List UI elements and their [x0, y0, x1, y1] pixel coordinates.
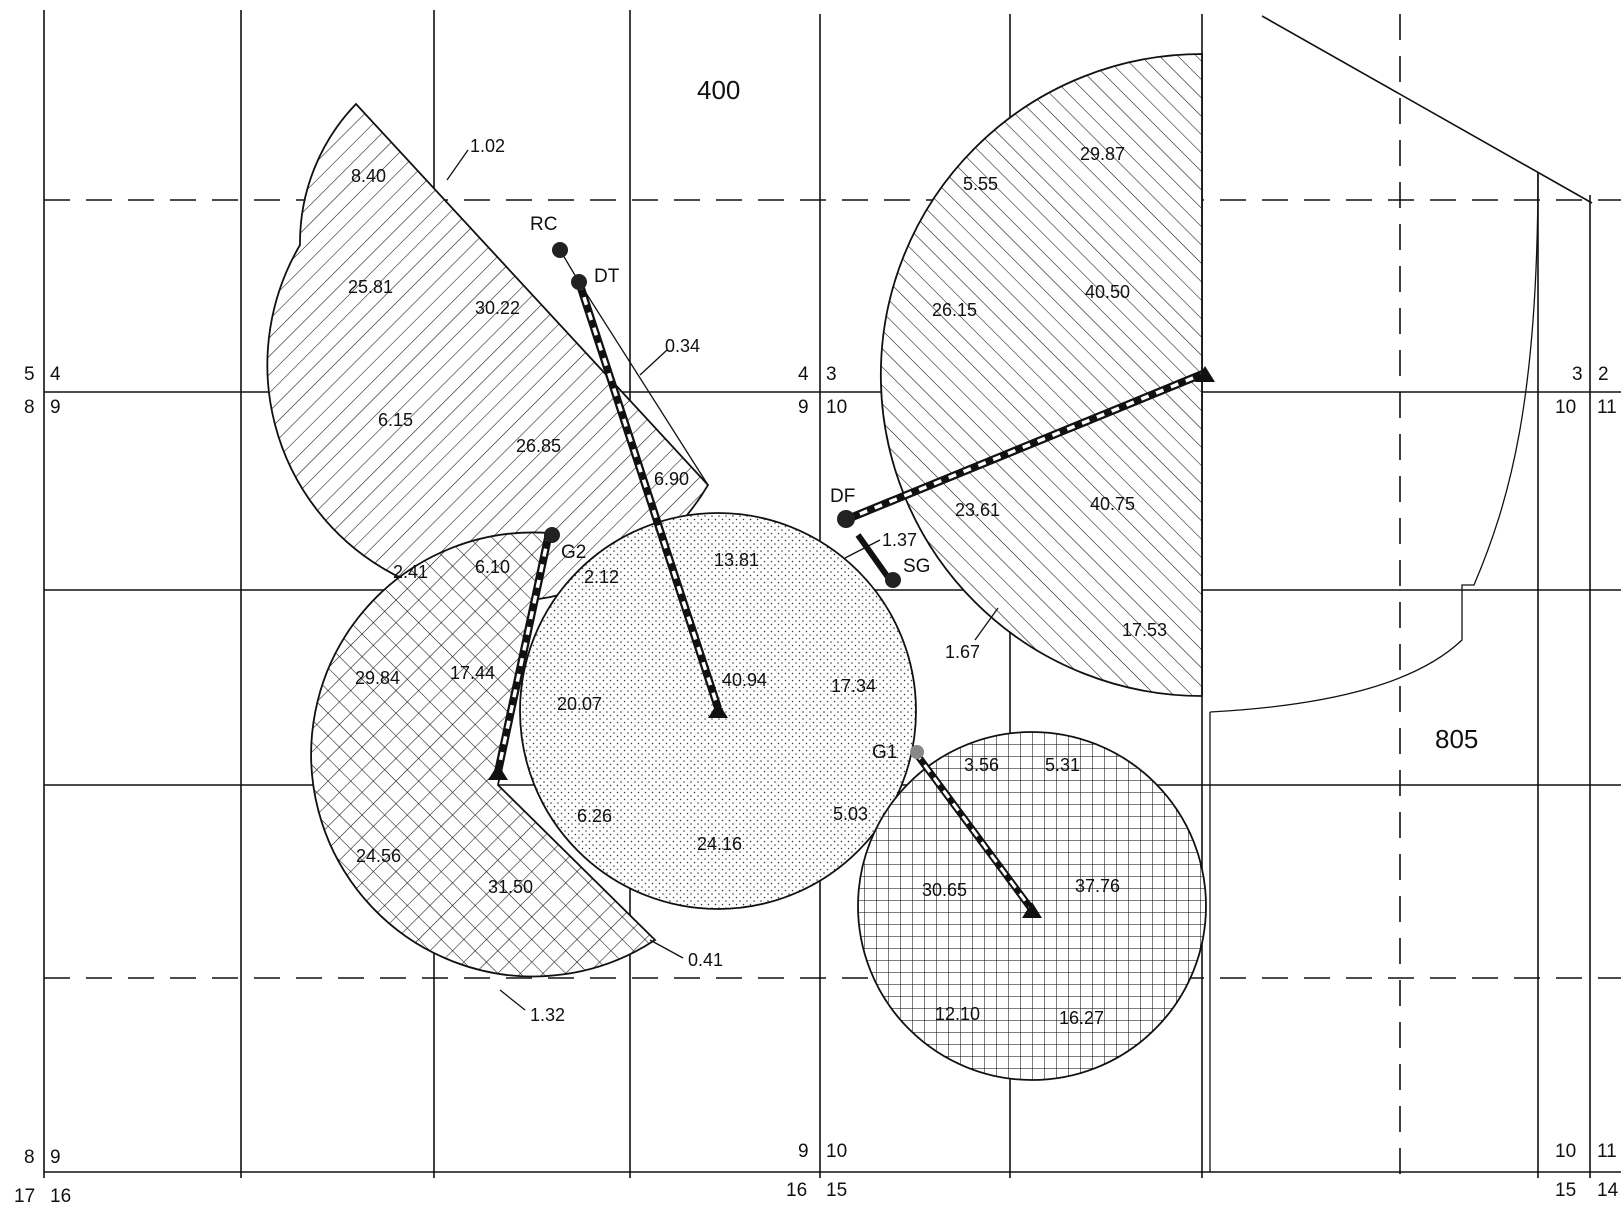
well-label-g1: G1 [872, 742, 897, 763]
corner-label: 9 [50, 1147, 61, 1168]
well-rc-marker [552, 242, 568, 258]
drainage-area-dt [266, 102, 710, 603]
corner-label: 3 [826, 364, 837, 385]
area-value: 3.56 [964, 755, 999, 775]
area-value: 5.55 [963, 174, 998, 194]
area-value: 24.56 [356, 846, 401, 866]
bottom-hole-dt [708, 702, 728, 718]
area-value: 16.27 [1059, 1008, 1104, 1028]
area-value: 40.75 [1090, 494, 1135, 514]
corner-labels: 5 4 4 3 3 2 8 9 9 10 10 11 8 9 9 10 10 1… [14, 364, 1619, 1207]
area-value: 29.84 [355, 668, 400, 688]
area-value: 40.94 [722, 670, 767, 690]
area-value: 40.50 [1085, 282, 1130, 302]
well-label-sg: SG [903, 556, 930, 577]
section-805-boundary [1209, 171, 1539, 1172]
corner-label: 9 [798, 397, 809, 418]
area-value: 37.76 [1075, 876, 1120, 896]
area-value: 6.15 [378, 410, 413, 430]
area-value: 5.31 [1045, 755, 1080, 775]
area-value: 12.10 [935, 1004, 980, 1024]
area-value: 1.37 [882, 530, 917, 550]
section-805-label: 805 [1435, 724, 1478, 754]
corner-label: 5 [24, 364, 35, 385]
area-value: 1.67 [945, 642, 980, 662]
corner-label: 16 [50, 1186, 71, 1207]
area-value: 6.90 [654, 469, 689, 489]
area-value: 30.22 [475, 298, 520, 318]
corner-label: 10 [1555, 1141, 1576, 1162]
corner-label: 4 [50, 364, 61, 385]
well-markers [488, 242, 1215, 918]
well-labels: RC DT G2 DF SG G1 [530, 214, 930, 763]
area-value: 2.12 [584, 567, 619, 587]
corner-label: 9 [50, 397, 61, 418]
area-value: 23.61 [955, 500, 1000, 520]
area-value: 17.53 [1122, 620, 1167, 640]
section-400-label: 400 [697, 75, 740, 105]
corner-label: 2 [1598, 364, 1609, 385]
well-df-marker [837, 510, 855, 528]
well-label-df: DF [830, 486, 855, 507]
corner-label: 3 [1572, 364, 1583, 385]
well-label-dt: DT [594, 266, 620, 287]
corner-label: 10 [826, 1141, 847, 1162]
corner-label: 14 [1597, 1180, 1619, 1201]
area-value: 6.10 [475, 557, 510, 577]
area-value: 0.41 [688, 950, 723, 970]
area-value: 31.50 [488, 877, 533, 897]
corner-label: 10 [826, 397, 847, 418]
bottom-hole-g1 [1022, 902, 1042, 918]
leader-lines [446, 149, 999, 1011]
corner-label: 9 [798, 1141, 809, 1162]
area-value: 1.32 [530, 1005, 565, 1025]
area-value: 20.07 [557, 694, 602, 714]
area-value: 13.81 [714, 550, 759, 570]
area-values: 1.02 8.40 25.81 30.22 0.34 6.15 26.85 6.… [348, 136, 1167, 1028]
area-value: 6.26 [577, 806, 612, 826]
corner-label: 4 [798, 364, 809, 385]
corner-label: 15 [826, 1180, 847, 1201]
area-value: 25.81 [348, 277, 393, 297]
corner-label: 17 [14, 1186, 35, 1207]
area-value: 17.34 [831, 676, 876, 696]
well-label-g2: G2 [561, 542, 586, 563]
corner-label: 10 [1555, 397, 1576, 418]
bottom-hole-df [1195, 366, 1215, 382]
well-dt-marker [571, 274, 587, 290]
corner-label: 11 [1597, 397, 1617, 418]
area-value: 26.85 [516, 436, 561, 456]
area-value: 1.02 [470, 136, 505, 156]
corner-label: 16 [786, 1180, 807, 1201]
area-value: 29.87 [1080, 144, 1125, 164]
drainage-area-g2 [310, 531, 657, 978]
drainage-area-df [880, 53, 1203, 697]
corner-label: 8 [24, 397, 35, 418]
area-value: 8.40 [351, 166, 386, 186]
corner-label: 11 [1597, 1141, 1617, 1162]
bottom-hole-g2 [488, 764, 508, 780]
area-value: 0.34 [665, 336, 700, 356]
area-value: 30.65 [922, 880, 967, 900]
well-label-rc: RC [530, 214, 557, 235]
well-g1-marker [910, 745, 924, 759]
area-value: 26.15 [932, 300, 977, 320]
area-value: 5.03 [833, 804, 868, 824]
area-value: 24.16 [697, 834, 742, 854]
corner-label: 15 [1555, 1180, 1576, 1201]
area-value: 17.44 [450, 663, 495, 683]
well-g2-marker [544, 527, 560, 543]
well-sg-marker [885, 572, 901, 588]
corner-label: 8 [24, 1147, 35, 1168]
area-value: 2.41 [393, 562, 428, 582]
